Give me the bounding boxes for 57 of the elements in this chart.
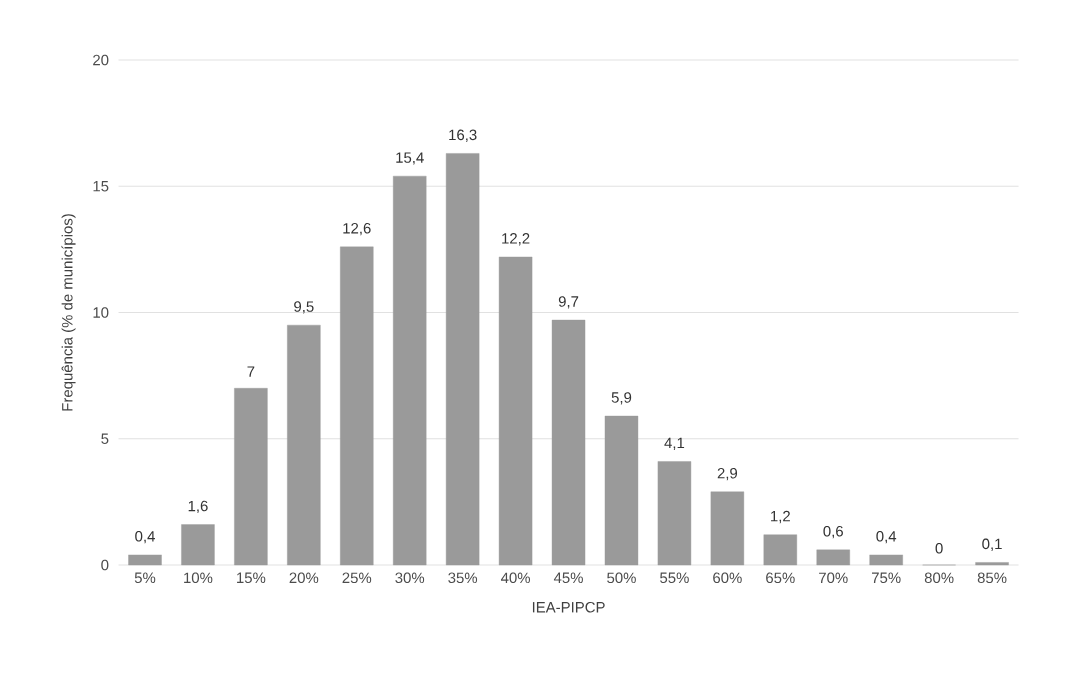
x-tick-label: 35% bbox=[448, 572, 478, 584]
bar bbox=[710, 491, 745, 566]
x-tick-label: 30% bbox=[395, 572, 425, 584]
y-tick-label: 20 bbox=[93, 54, 109, 66]
y-axis-title: Frequência (% de municípios) bbox=[61, 214, 76, 411]
x-tick-label: 25% bbox=[342, 572, 372, 584]
x-tick-label: 75% bbox=[872, 572, 901, 584]
x-tick-label: 65% bbox=[766, 572, 795, 584]
data-label: 1,2 bbox=[771, 510, 790, 524]
data-label: 12,2 bbox=[502, 233, 530, 246]
bar bbox=[604, 415, 639, 566]
data-label: 5,9 bbox=[611, 392, 632, 405]
x-tick-label: 15% bbox=[237, 572, 266, 584]
data-label: 7 bbox=[247, 366, 255, 377]
x-tick-label: 40% bbox=[500, 572, 531, 584]
x-tick-label: 80% bbox=[924, 572, 954, 584]
bar bbox=[975, 562, 1009, 566]
data-label: 9,5 bbox=[294, 301, 314, 314]
x-tick-label: 70% bbox=[819, 572, 848, 584]
data-label: 0,1 bbox=[982, 538, 1002, 551]
x-axis-title: IEA-PIPCP bbox=[532, 601, 605, 613]
data-label: 16,3 bbox=[449, 129, 477, 142]
bar bbox=[340, 246, 374, 566]
data-label: 12,6 bbox=[343, 222, 371, 236]
x-tick-label: 45% bbox=[553, 572, 583, 584]
x-tick-label: 20% bbox=[289, 572, 319, 584]
bar bbox=[234, 388, 268, 566]
data-label: 4,1 bbox=[664, 437, 685, 450]
data-label: 9,7 bbox=[558, 296, 579, 309]
x-tick-label: 10% bbox=[184, 572, 213, 584]
bar bbox=[657, 461, 692, 566]
bar bbox=[128, 554, 162, 566]
data-label: 0,6 bbox=[823, 525, 843, 539]
y-tick-label: 10 bbox=[93, 307, 109, 318]
bar bbox=[869, 554, 903, 566]
data-label: 2,9 bbox=[717, 467, 738, 481]
bar bbox=[181, 524, 215, 566]
x-tick-label: 60% bbox=[713, 572, 742, 584]
data-label: 15,4 bbox=[396, 152, 424, 165]
bar bbox=[498, 256, 533, 566]
x-tick-label: 85% bbox=[977, 572, 1007, 584]
bar bbox=[287, 324, 321, 566]
bar bbox=[763, 534, 797, 566]
data-label: 0,4 bbox=[876, 531, 897, 544]
y-tick-label: 5 bbox=[101, 433, 109, 444]
data-label: 1,6 bbox=[188, 500, 208, 514]
data-label: 0,4 bbox=[135, 531, 155, 544]
y-tick-label: 0 bbox=[101, 559, 109, 571]
data-label: 0 bbox=[935, 542, 943, 554]
bar bbox=[393, 175, 427, 566]
bar bbox=[816, 549, 850, 566]
bar bbox=[551, 319, 586, 566]
x-tick-label: 55% bbox=[660, 572, 689, 584]
y-tick-label: 15 bbox=[93, 181, 109, 192]
x-tick-label: 5% bbox=[134, 572, 156, 584]
x-tick-label: 50% bbox=[607, 572, 636, 584]
bar bbox=[445, 153, 480, 566]
